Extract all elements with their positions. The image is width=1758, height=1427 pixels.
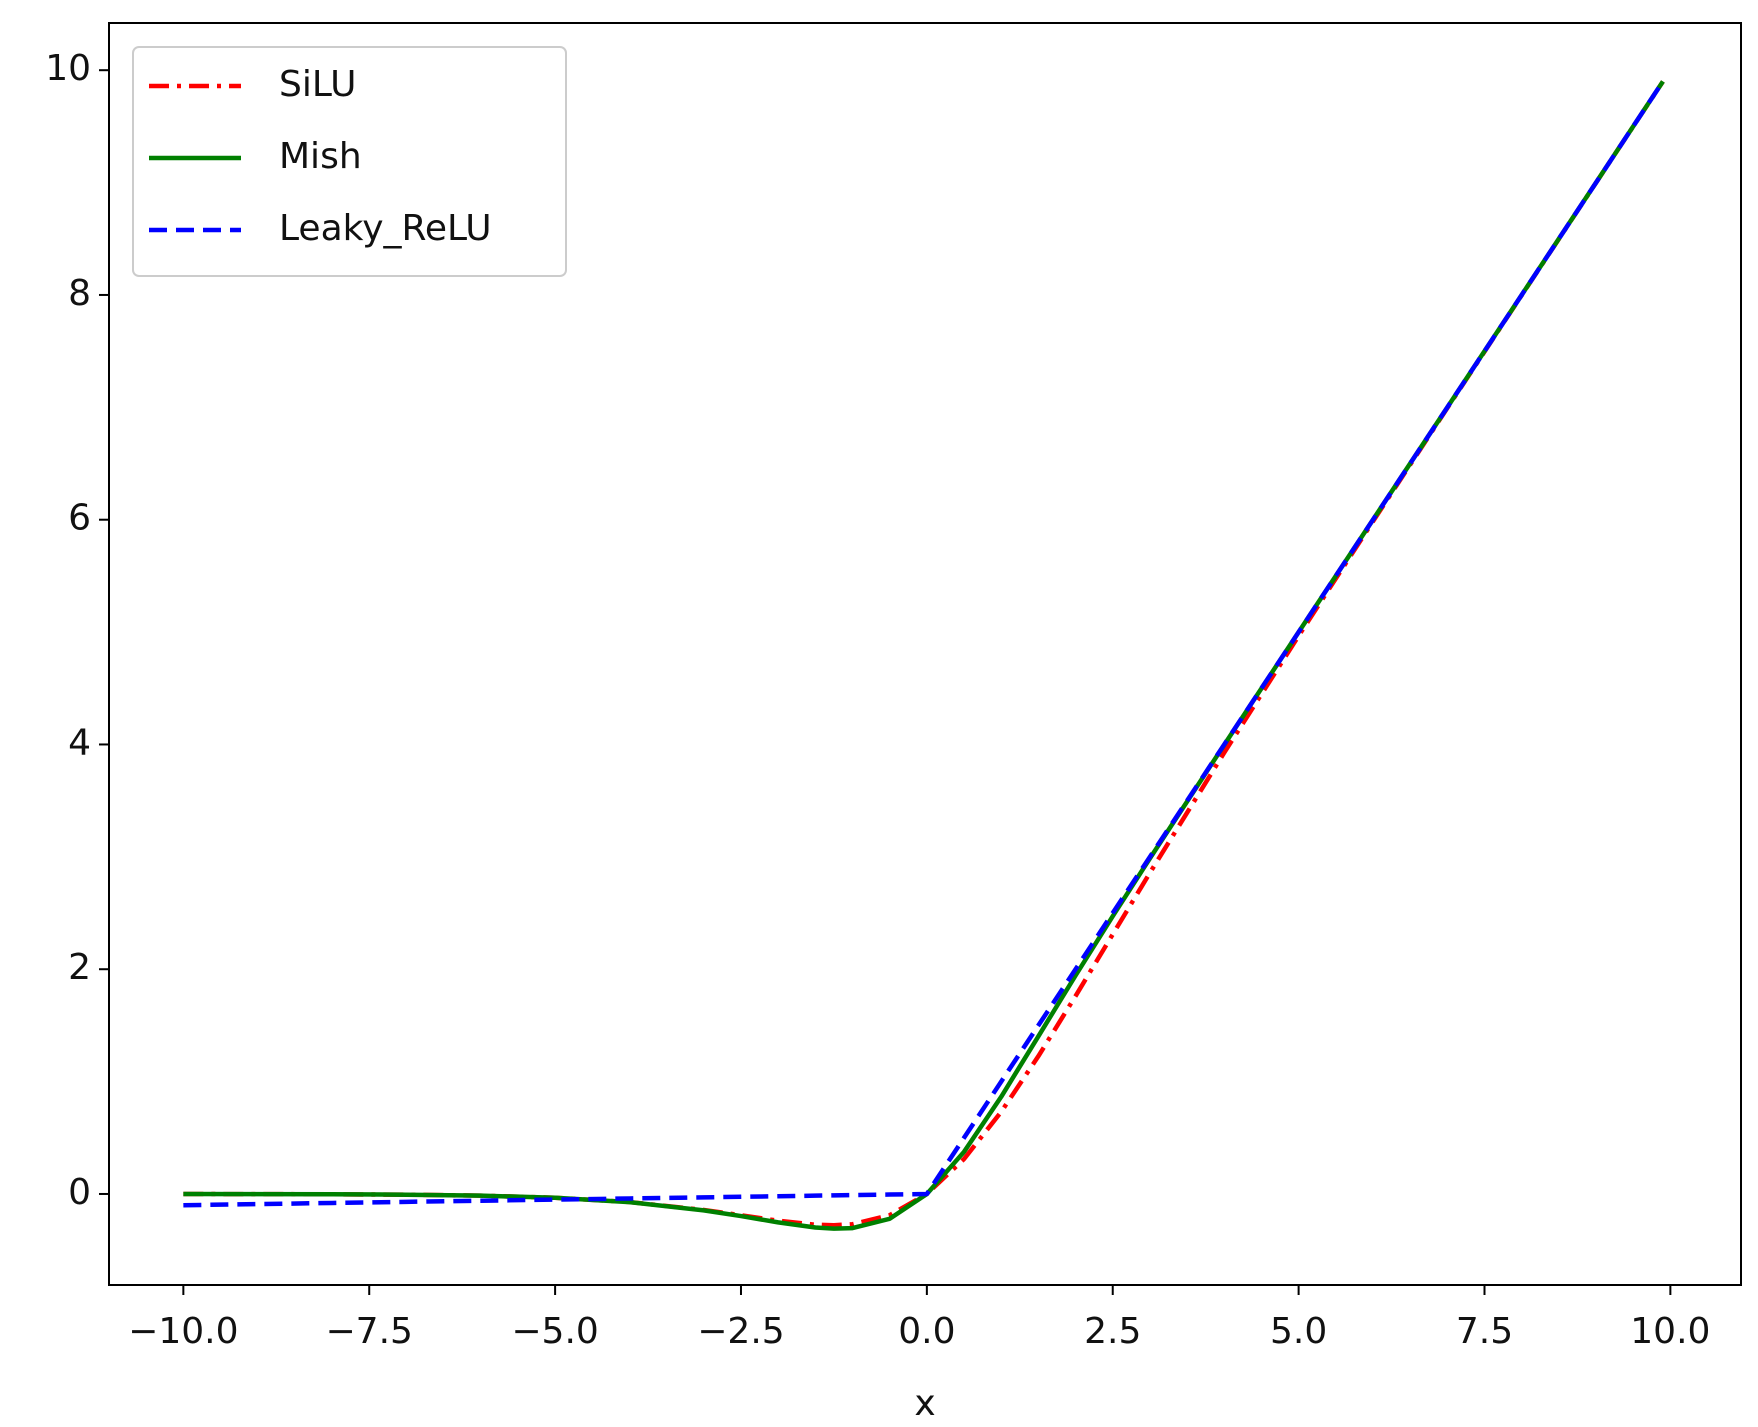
y-tick-label: 0 (68, 1172, 91, 1213)
x-axis-label: x (914, 1383, 935, 1424)
legend-label: SiLU (279, 64, 356, 105)
x-tick-label: −7.5 (326, 1311, 413, 1352)
x-tick-label: −5.0 (511, 1311, 598, 1352)
x-tick-label: −2.5 (697, 1311, 784, 1352)
y-tick-label: 8 (68, 273, 91, 314)
y-tick-label: 6 (68, 498, 91, 539)
plot-frame (108, 22, 1742, 1286)
x-tick-label: 7.5 (1456, 1311, 1513, 1352)
y-tick-label: 4 (68, 722, 91, 763)
y-tick-label: 10 (45, 48, 91, 89)
x-tick-label: 2.5 (1084, 1311, 1141, 1352)
legend-label: Leaky_ReLU (279, 208, 492, 249)
legend-label: Mish (279, 136, 362, 177)
y-tick-label: 2 (68, 947, 91, 988)
x-tick-label: 10.0 (1630, 1311, 1710, 1352)
legend-box (132, 46, 567, 277)
x-tick-label: 0.0 (898, 1311, 955, 1352)
x-tick-label: 5.0 (1270, 1311, 1327, 1352)
series-line (183, 80, 1665, 1231)
series-line (183, 80, 1665, 1208)
x-tick-label: −10.0 (128, 1311, 238, 1352)
